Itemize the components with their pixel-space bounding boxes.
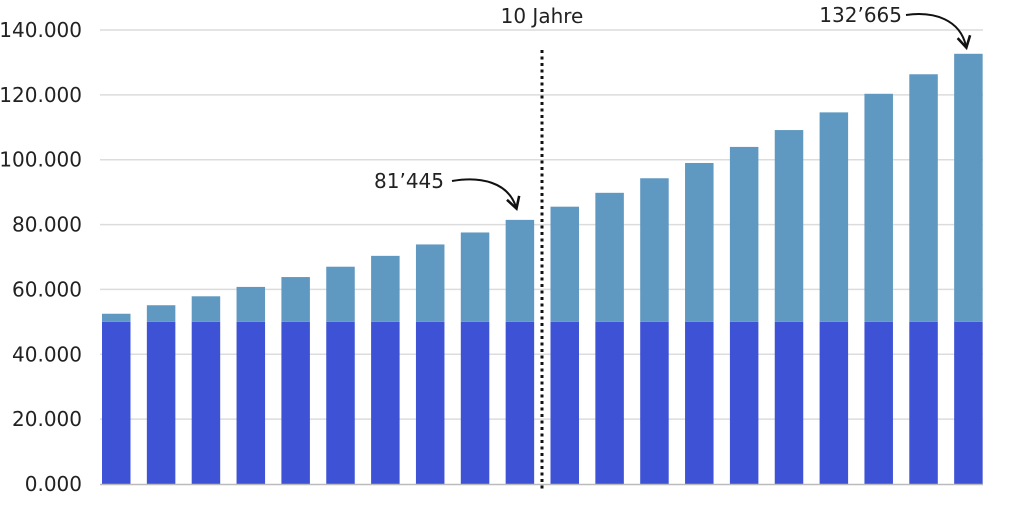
annotation-arrow-icon	[451, 178, 521, 211]
bar-segment-base	[550, 321, 579, 484]
bar-segment-base	[640, 321, 669, 484]
bars	[102, 53, 983, 484]
bar-segment-base	[954, 321, 983, 484]
bar-segment-base	[191, 321, 221, 484]
bar-segment-base	[146, 321, 176, 484]
y-tick-label: 60.000	[12, 277, 82, 301]
bar-segment-growth	[774, 130, 804, 322]
bar-segment-growth	[550, 206, 579, 322]
bar-segment-base	[729, 321, 759, 484]
bar-segment-base	[281, 321, 310, 484]
y-axis: 0.000 20.000 40.000 60.000 80.000 100.000 120.…	[0, 18, 82, 496]
y-tick-label: 140.000	[0, 18, 82, 42]
bar-segment-growth	[371, 255, 400, 322]
bar-segment-growth	[505, 219, 535, 322]
bar-segment-growth	[326, 266, 355, 322]
y-tick-label: 120.000	[0, 83, 82, 107]
bar-segment-base	[371, 321, 400, 484]
bar-segment-base	[236, 321, 266, 484]
bar-segment-base	[415, 321, 445, 484]
bar-segment-base	[909, 321, 938, 484]
bar-segment-base	[819, 321, 849, 484]
bar-segment-growth	[954, 53, 983, 322]
bar-segment-base	[326, 321, 355, 484]
y-tick-label: 100.000	[0, 148, 82, 172]
bar-segment-growth	[102, 313, 131, 322]
bar-segment-growth	[146, 305, 176, 322]
bar-segment-growth	[819, 112, 849, 322]
y-tick-label: 0.000	[25, 472, 82, 496]
y-tick-label: 40.000	[12, 342, 82, 366]
bar-segment-growth	[864, 93, 893, 322]
bar-segment-base	[460, 321, 490, 484]
bar-segment-growth	[595, 192, 624, 322]
bar-segment-growth	[640, 178, 669, 322]
bar-segment-growth	[236, 286, 266, 322]
y-tick-label: 20.000	[12, 407, 82, 431]
bar-segment-growth	[909, 74, 938, 322]
bar-segment-growth	[729, 146, 759, 322]
gridlines	[100, 29, 983, 420]
annotation-year-20-value: 132’665	[819, 3, 902, 27]
bar-segment-growth	[191, 296, 221, 322]
bar-segment-base	[774, 321, 804, 484]
annotation-year-10-value: 81’445	[374, 169, 444, 193]
annotation-arrow-icon	[905, 13, 972, 51]
bar-segment-growth	[460, 232, 490, 322]
bar-segment-base	[102, 321, 131, 484]
bar-segment-base	[685, 321, 714, 484]
bar-segment-growth	[415, 244, 445, 322]
bar-segment-growth	[281, 277, 310, 322]
y-tick-label: 80.000	[12, 213, 82, 237]
bar-segment-base	[864, 321, 893, 484]
bar-segment-base	[595, 321, 624, 484]
bar-segment-base	[505, 321, 535, 484]
bar-segment-growth	[685, 162, 714, 322]
ten-year-marker-label: 10 Jahre	[501, 4, 584, 28]
